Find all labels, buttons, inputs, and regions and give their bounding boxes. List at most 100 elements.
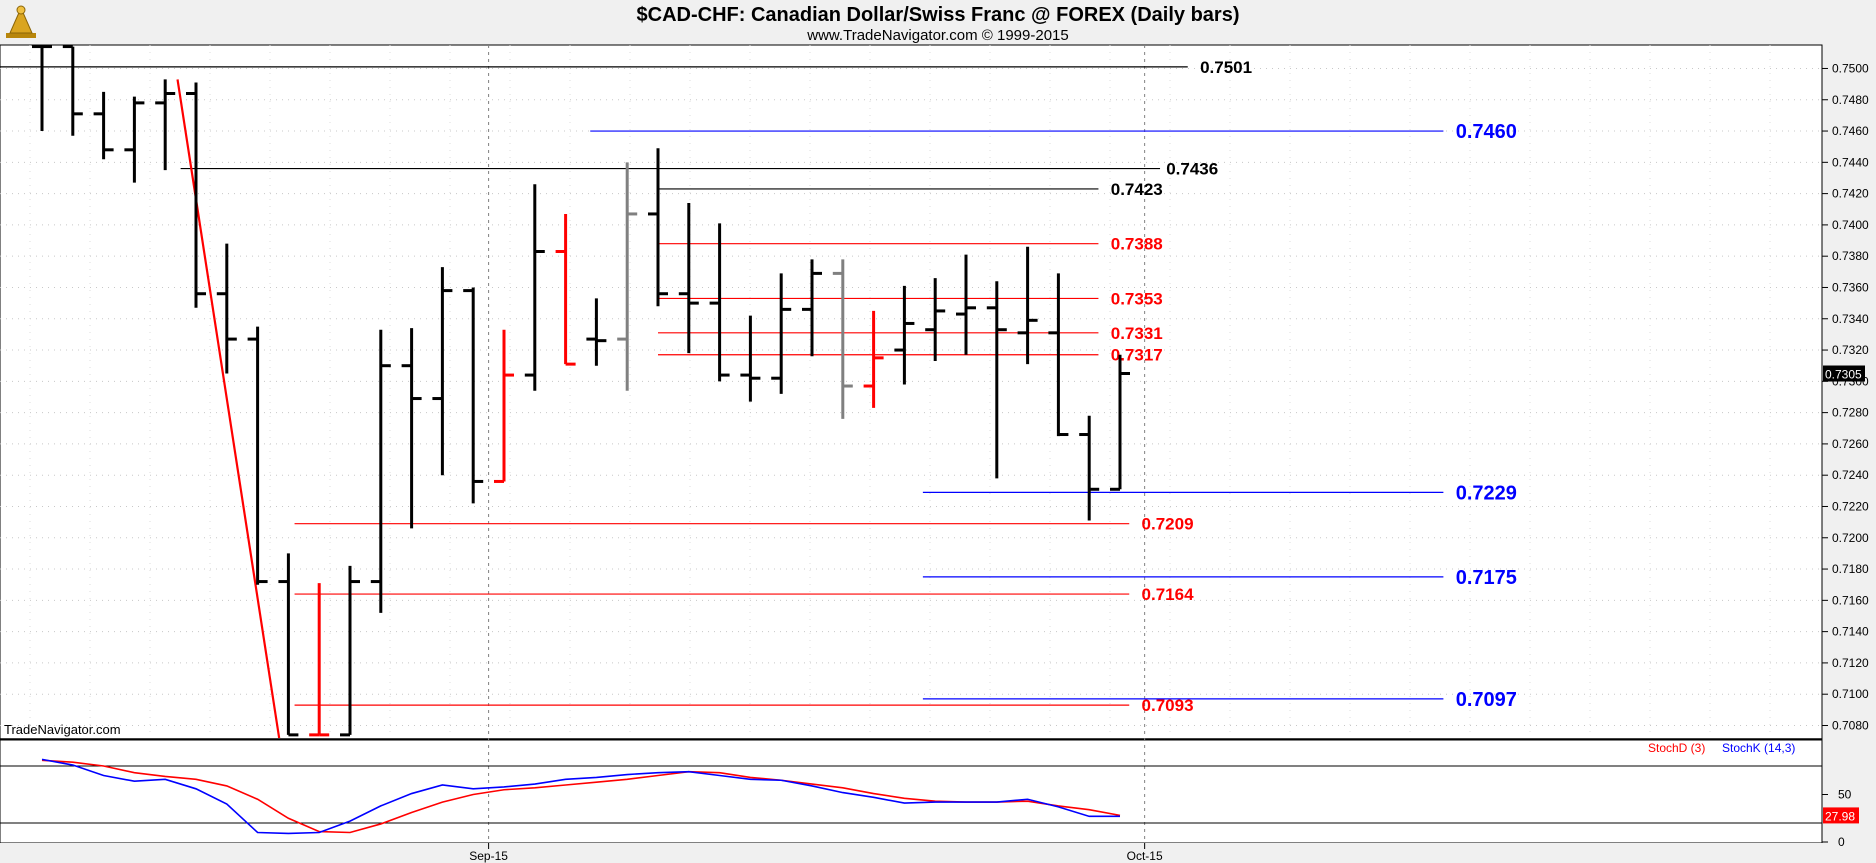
price-tick-label: 0.7100 (1832, 687, 1869, 701)
ohlc-bar (370, 329, 391, 613)
ohlc-bar (32, 45, 52, 132)
price-tick-label: 0.7340 (1832, 312, 1869, 326)
price-tick-label: 0.7360 (1832, 280, 1869, 294)
right-axis-background (1823, 45, 1876, 843)
price-tick-label: 0.7140 (1832, 625, 1869, 639)
price-tick-label: 0.7320 (1832, 343, 1869, 357)
ohlc-bar (309, 583, 330, 737)
last-price-tag: 0.7305 (1823, 365, 1865, 382)
stoch-legend-label: StochD (3) (1648, 741, 1705, 755)
stochastic-lines: 50 0 StochD (3) StochK (14,3) 27.98 (0, 741, 1859, 849)
ohlc-bar (432, 267, 453, 476)
ohlc-bar (186, 82, 206, 308)
ohlc-bar (555, 213, 576, 366)
date-axis: Sep-15 Oct-15 (469, 843, 1163, 863)
trend-layer (176, 79, 281, 739)
price-tick-label: 0.7180 (1832, 562, 1869, 576)
level-label-0.7097: 0.7097 (1456, 689, 1517, 711)
ohlc-bar (709, 223, 730, 382)
ohlc-bar (124, 96, 145, 183)
price-tick-label: 0.7200 (1832, 531, 1869, 545)
last-price-label: 0.7305 (1825, 368, 1862, 382)
ohlc-bar (986, 281, 1007, 479)
level-label-0.7317: 0.7317 (1111, 346, 1163, 365)
price-tick-label: 0.7120 (1832, 656, 1869, 670)
header-background (0, 0, 1876, 44)
ohlc-bar (802, 259, 822, 357)
price-tick-label: 0.7460 (1832, 124, 1869, 138)
price-tick-label: 0.7240 (1832, 468, 1869, 482)
ohlc-bar (1079, 415, 1100, 521)
ohlc-bar (617, 162, 638, 391)
stoch-series-line (41, 758, 1120, 835)
date-axis-background (0, 843, 1876, 863)
level-label-0.7423: 0.7423 (1111, 180, 1163, 199)
ohlc-bar (278, 553, 299, 737)
ohlc-bar (524, 184, 545, 391)
level-label-0.7209: 0.7209 (1142, 515, 1194, 534)
ohlc-bar (1048, 273, 1069, 437)
ohlc-bar (678, 202, 699, 354)
grid-layer (0, 45, 1822, 843)
date-tick-label: Sep-15 (469, 849, 508, 863)
stoch-last-value-box (1823, 807, 1859, 824)
price-tick-label: 0.7160 (1832, 593, 1869, 607)
level-label-0.7388: 0.7388 (1111, 235, 1163, 254)
price-tick-label: 0.7220 (1832, 499, 1869, 513)
watermark-text: TradeNavigator.com (4, 722, 121, 737)
price-tick-label: 0.7440 (1832, 155, 1869, 169)
level-label-0.7436: 0.7436 (1166, 160, 1218, 179)
trendline (176, 79, 281, 739)
ohlc-bar (863, 310, 884, 408)
price-tick-label: 0.7260 (1832, 437, 1869, 451)
ohlc-bar (894, 285, 915, 385)
ohlc-bar (247, 326, 268, 585)
ohlc-bar (340, 565, 360, 737)
ohlc-bar (401, 328, 422, 529)
price-axis: 0.7500 0.7480 0.7460 0.7440 0.7420 0.7400 0.73… (1822, 61, 1869, 732)
level-label-0.7460: 0.7460 (1456, 121, 1517, 143)
logo-icon (6, 5, 36, 38)
stoch-legend-label: StochK (14,3) (1722, 741, 1795, 755)
level-label-0.7093: 0.7093 (1142, 696, 1194, 715)
ohlc-bar (771, 273, 792, 394)
price-pane (0, 44, 1823, 740)
ohlc-bar (155, 79, 176, 171)
price-tick-label: 0.7080 (1832, 718, 1869, 732)
level-label-0.7353: 0.7353 (1111, 289, 1163, 308)
ohlc-bar (586, 298, 607, 366)
stochastic-pane (0, 739, 1823, 844)
ohlc-bar (1017, 246, 1038, 365)
ohlc-bar (93, 91, 114, 160)
stoch-last-value-label: 27.98 (1825, 809, 1855, 823)
stoch-tick-label: 0 (1838, 835, 1845, 849)
date-tick-label: Oct-15 (1127, 849, 1163, 863)
level-label-0.7501: 0.7501 (1200, 58, 1252, 77)
ohlc-bar (648, 148, 668, 307)
ohlc-bar (216, 243, 237, 374)
chart-title: $CAD-CHF: Canadian Dollar/Swiss Franc @ … (637, 4, 1240, 26)
ohlc-bars (32, 45, 1130, 737)
stoch-tick-label: 50 (1838, 788, 1852, 802)
price-tick-label: 0.7380 (1832, 249, 1869, 263)
price-tick-label: 0.7400 (1832, 218, 1869, 232)
ohlc-bar (1110, 354, 1130, 491)
ohlc-bar (494, 329, 514, 483)
ohlc-bar (463, 287, 484, 504)
price-tick-label: 0.7420 (1832, 187, 1869, 201)
ohlc-bar (925, 278, 946, 361)
price-tick-label: 0.7500 (1832, 61, 1869, 75)
chart-subtitle: www.TradeNavigator.com © 1999-2015 (806, 27, 1068, 44)
ohlc-bar (62, 45, 83, 136)
price-tick-label: 0.7480 (1832, 93, 1869, 107)
level-label-0.7229: 0.7229 (1456, 482, 1517, 504)
ohlc-bar (740, 315, 761, 402)
price-tick-label: 0.7280 (1832, 406, 1869, 420)
last-price-box (1823, 365, 1865, 382)
level-label-0.7175: 0.7175 (1456, 567, 1517, 589)
ohlc-bar (956, 254, 976, 355)
ohlc-bar (832, 259, 853, 419)
level-label-0.7331: 0.7331 (1111, 324, 1163, 343)
